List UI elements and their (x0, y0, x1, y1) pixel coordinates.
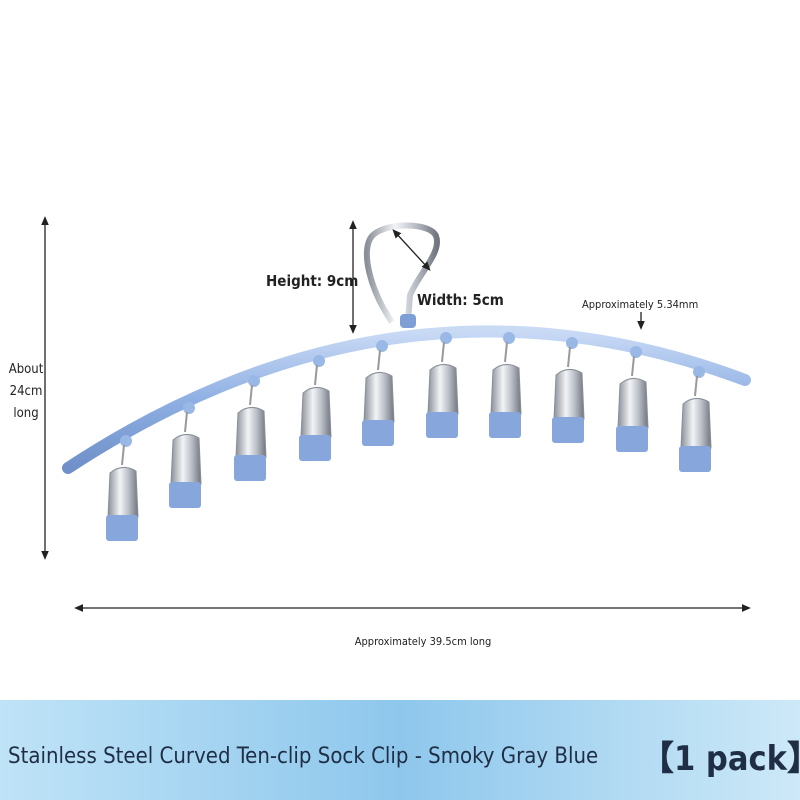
clip-steel (107, 467, 139, 518)
banner-pack: 【1 pack】 (640, 739, 800, 779)
clip-wire (504, 341, 508, 363)
clip-steel (490, 364, 522, 415)
clip-base (299, 435, 331, 461)
banner-title: Stainless Steel Curved Ten-clip Sock Cli… (8, 744, 598, 769)
clip-wire (184, 411, 188, 433)
clip-wire (314, 364, 318, 386)
height-label: Height: 9cm (266, 272, 358, 290)
dimension-lines (41, 216, 751, 612)
clip-steel (553, 369, 585, 420)
clip-steel (363, 372, 395, 423)
width-label: Width: 5cm (417, 291, 504, 309)
clip-wire (694, 375, 698, 397)
clip-base (169, 482, 201, 508)
clip-base (552, 417, 584, 443)
clip-steel (427, 364, 459, 415)
clip-wire (631, 355, 635, 377)
clip-ring (248, 375, 260, 387)
clip-wire (567, 346, 571, 368)
clip-ring (503, 332, 515, 344)
clip-wire (441, 341, 445, 363)
clip-base (679, 446, 711, 472)
clip-steel (235, 407, 267, 458)
clip-ring (566, 337, 578, 349)
side-label: long (13, 406, 38, 421)
clip-ring (440, 332, 452, 344)
clip-base (234, 455, 266, 481)
clip-ring (376, 340, 388, 352)
side-label: 24cm (10, 384, 43, 399)
clip-base (362, 420, 394, 446)
clip-base (426, 412, 458, 438)
clip-base (106, 515, 138, 541)
side-label: About (9, 362, 44, 377)
clip-base (616, 426, 648, 452)
clip-wire (377, 349, 381, 371)
clip-wire (249, 384, 253, 406)
clip-base (489, 412, 521, 438)
banner (0, 700, 800, 800)
clip-ring (313, 355, 325, 367)
clip-ring (183, 402, 195, 414)
bar (62, 325, 751, 474)
clip-steel (617, 378, 649, 429)
hook-base (400, 314, 416, 328)
thickness-label: Approximately 5.34mm (582, 298, 698, 311)
clip-steel (300, 387, 332, 438)
width-arrow (392, 229, 431, 271)
clip-steel (170, 434, 202, 485)
clip-ring (630, 346, 642, 358)
clip-steel (680, 398, 712, 449)
clip-ring (693, 366, 705, 378)
hanger (62, 222, 751, 541)
clip-wire (121, 444, 125, 466)
length-label: Approximately 39.5cm long (355, 635, 492, 648)
clip-ring (120, 435, 132, 447)
